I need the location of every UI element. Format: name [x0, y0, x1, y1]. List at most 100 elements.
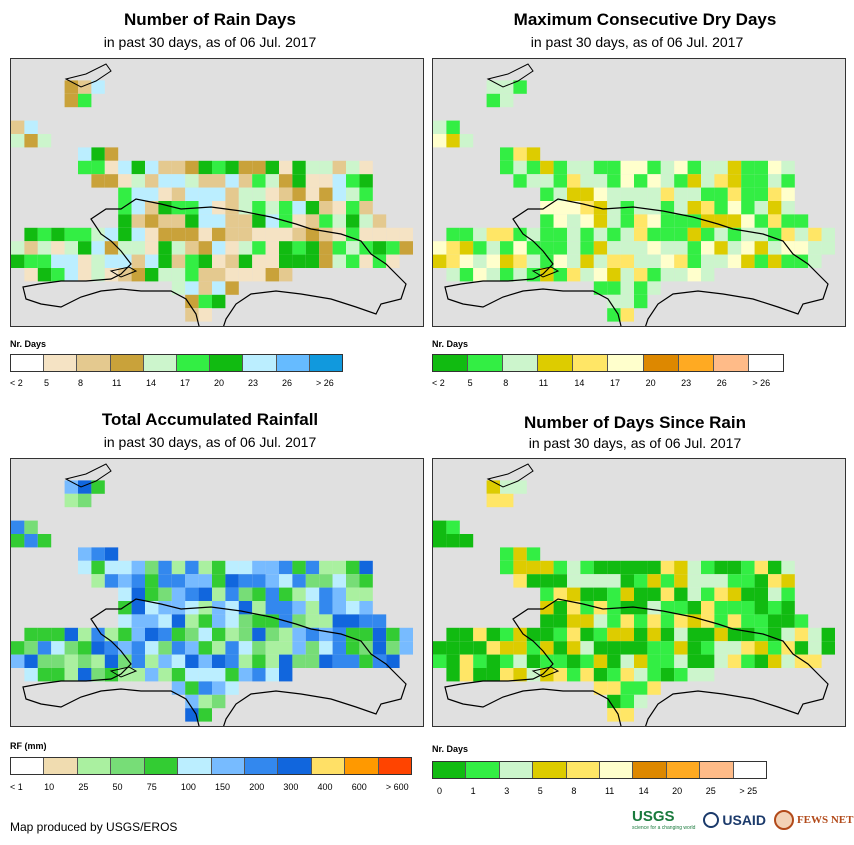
grid-cell: [580, 587, 594, 601]
grid-cell: [225, 201, 239, 215]
grid-cell: [185, 654, 199, 668]
legend-tick-label: 5: [44, 378, 50, 388]
grid-cell: [768, 654, 782, 668]
legend-tick-label: 8: [503, 378, 509, 388]
grid-cell: [660, 227, 675, 242]
grid-cell: [332, 254, 346, 268]
grid-cell: [513, 547, 527, 561]
grid-cell: [158, 254, 172, 268]
grid-cell: [78, 654, 92, 668]
map-grid: [11, 463, 413, 726]
grid-cell: [131, 241, 145, 255]
grid-cell: [212, 560, 226, 575]
grid-cell: [701, 654, 715, 668]
grid-cell: [781, 614, 795, 628]
grid-cell: [238, 560, 253, 575]
grid-cell: [701, 574, 715, 588]
grid-cell: [265, 241, 279, 255]
legend-tick-label: 17: [609, 378, 620, 388]
grid-cell: [674, 668, 688, 682]
grid-cell: [319, 654, 333, 668]
grid-cell: [252, 227, 266, 242]
grid-cell: [567, 668, 581, 682]
grid-cell: [292, 227, 306, 242]
grid-cell: [145, 201, 159, 215]
legend-bar: [10, 757, 412, 775]
grid-cell: [660, 641, 675, 655]
grid-cell: [145, 627, 159, 642]
grid-cell: [647, 560, 661, 575]
panel-rain-days: Number of Rain Days in past 30 days, as …: [0, 0, 424, 410]
grid-cell: [607, 294, 621, 309]
grid-cell: [674, 627, 688, 642]
grid-cell: [118, 614, 132, 628]
coast-outline: [486, 463, 534, 488]
grid-cell: [118, 268, 132, 282]
grid-cell: [279, 668, 293, 682]
legend-tick-label: 11: [538, 378, 549, 388]
grid-cell: [78, 560, 92, 575]
map-days-since-rain: [432, 458, 846, 727]
grid-cell: [171, 268, 186, 282]
grid-cell: [359, 574, 373, 588]
grid-cell: [660, 668, 675, 682]
grid-cell: [265, 254, 279, 268]
grid-cell: [593, 641, 608, 655]
grid-cell: [540, 560, 554, 575]
grid-cell: [580, 174, 594, 188]
legend-bar: [432, 761, 767, 779]
grid-cell: [37, 641, 52, 655]
grid-cell: [593, 668, 608, 682]
grid-cell: [212, 294, 226, 309]
grid-cell: [158, 268, 172, 282]
grid-cell: [660, 560, 675, 575]
grid-cell: [292, 241, 306, 255]
legend-swatch: [44, 355, 78, 371]
grid-cell: [446, 120, 460, 134]
grid-cell: [265, 160, 279, 175]
grid-cell: [781, 227, 795, 242]
grid-cell: [332, 227, 346, 242]
grid-cell: [238, 214, 253, 228]
grid-cell: [11, 241, 25, 255]
grid-cell: [399, 241, 413, 255]
grid-cell: [714, 560, 728, 575]
grid-cell: [701, 268, 715, 282]
grid-cell: [225, 160, 239, 175]
grid-cell: [500, 480, 514, 494]
grid-cell: [24, 520, 38, 534]
grid-cell: [319, 601, 333, 615]
grid-cell: [78, 668, 92, 682]
grid-cell: [540, 627, 554, 642]
grid-cell: [131, 587, 145, 601]
grid-cell: [513, 668, 527, 682]
usgs-tagline: science for a changing world: [632, 825, 696, 831]
grid-cell: [118, 654, 132, 668]
grid-cell: [781, 160, 795, 175]
grid-cell: [647, 227, 661, 242]
legend-swatch: [11, 758, 45, 774]
grid-cell: [607, 214, 621, 228]
legend-tick-label: 26: [716, 378, 727, 388]
grid-cell: [513, 574, 527, 588]
grid-cell: [359, 187, 373, 201]
grid-cell: [459, 134, 474, 148]
gonave-island: [531, 266, 560, 278]
grid-cell: [91, 654, 105, 668]
grid-cell: [580, 187, 594, 201]
grid-cell: [781, 174, 795, 188]
grid-cell: [674, 601, 688, 615]
grid-cell: [714, 201, 728, 215]
grid-cell: [78, 160, 92, 175]
grid-cell: [540, 574, 554, 588]
grid-cell: [91, 174, 105, 188]
grid-cell: [567, 268, 581, 282]
grid-cell: [158, 627, 172, 642]
grid-cell: [386, 641, 400, 655]
grid-cell: [634, 160, 648, 175]
grid-cell: [634, 587, 648, 601]
grid-cell: [372, 214, 387, 228]
grid-cell: [104, 668, 119, 682]
grid-cell: [131, 641, 145, 655]
grid-cell: [741, 187, 755, 201]
